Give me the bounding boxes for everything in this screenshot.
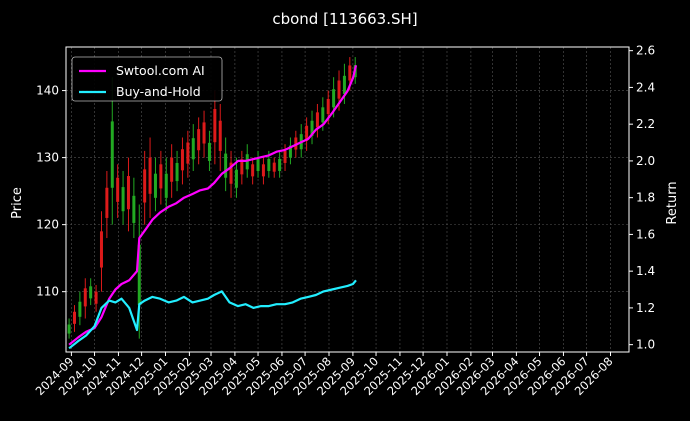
candle-body [132, 195, 136, 223]
candle-body [218, 120, 222, 151]
candle-body [245, 154, 249, 170]
right-tick-label: 1.6 [636, 227, 655, 241]
candle-body [175, 162, 179, 182]
candle-body [159, 164, 163, 189]
legend: Swtool.com AI Buy-and-Hold [71, 56, 223, 102]
candle-body [283, 150, 287, 163]
candle-body [197, 129, 201, 151]
candle-body [99, 231, 103, 268]
candle-body [67, 324, 71, 334]
candle-body [224, 153, 228, 178]
candle-body [110, 121, 114, 188]
candle-body [207, 142, 211, 161]
chart-title: cbond [113663.SH] [272, 10, 417, 28]
candle-body [348, 65, 352, 81]
plot-frame [65, 46, 630, 353]
y-tick-label: 140 [36, 84, 59, 98]
candle-body [143, 169, 147, 203]
legend-box [71, 56, 223, 102]
right-tick-label: 2.0 [636, 154, 655, 168]
right-tick-label: 2.6 [636, 44, 655, 58]
left-y-axis: 110 120 130 140 [36, 84, 66, 299]
candle-body [240, 159, 244, 175]
candle-body [337, 80, 341, 99]
legend-label: Swtool.com AI [116, 63, 205, 78]
candle-body [261, 164, 265, 177]
candle-body [153, 173, 157, 198]
candle-body [202, 122, 206, 144]
candle-body [137, 244, 141, 306]
candle-body [186, 142, 190, 164]
candle-body [105, 187, 109, 218]
y-tick-label: 110 [36, 285, 59, 299]
candle-body [191, 138, 195, 160]
candle-body [116, 177, 120, 202]
candle-body [278, 158, 282, 172]
candle-body [251, 164, 255, 177]
candle-body [267, 158, 271, 172]
candle-body [164, 173, 168, 198]
candle-body [180, 149, 184, 171]
candle-body [213, 109, 217, 143]
candle-body [148, 157, 152, 194]
candle-body [83, 288, 87, 307]
candle-body [332, 89, 336, 108]
right-tick-label: 2.2 [636, 117, 655, 131]
candle-body [72, 311, 76, 324]
right-y-label: Return [665, 181, 680, 224]
return-lines [68, 65, 358, 350]
right-tick-label: 2.4 [636, 80, 655, 94]
candle-body [321, 107, 325, 123]
candle-body [256, 158, 260, 172]
left-y-label: Price [10, 187, 25, 219]
price-candles [67, 57, 357, 339]
series-line [68, 65, 358, 346]
right-tick-label: 1.0 [636, 338, 655, 352]
candle-body [170, 157, 174, 182]
candle-body [315, 112, 319, 128]
right-tick-label: 1.4 [636, 264, 655, 278]
candle-body [94, 291, 98, 304]
candle-body [121, 187, 125, 212]
right-tick-label: 1.8 [636, 191, 655, 205]
candle-body [78, 301, 82, 317]
candle-body [229, 162, 233, 184]
candle-body [288, 145, 292, 158]
candle-body [126, 176, 130, 210]
right-y-axis: 1.0 1.2 1.4 1.6 1.8 2.0 2.2 2.4 2.6 [629, 44, 655, 352]
candle-body [342, 75, 346, 94]
right-tick-label: 1.2 [636, 301, 655, 315]
y-tick-label: 120 [36, 218, 59, 232]
series-line [68, 279, 357, 350]
candle-body [89, 286, 93, 299]
candle-body [326, 98, 330, 115]
y-tick-label: 130 [36, 151, 59, 165]
candle-body [305, 125, 309, 141]
candle-body [234, 169, 238, 188]
x-axis: 2024-092024-102024-112024-122025-012025-… [33, 352, 616, 398]
candle-body [272, 162, 276, 172]
candle-body [310, 120, 314, 136]
legend-label: Buy-and-Hold [116, 84, 201, 99]
